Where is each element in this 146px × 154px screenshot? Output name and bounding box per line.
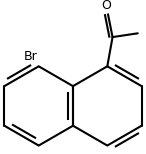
Text: Br: Br (24, 50, 37, 63)
Text: O: O (101, 0, 111, 12)
